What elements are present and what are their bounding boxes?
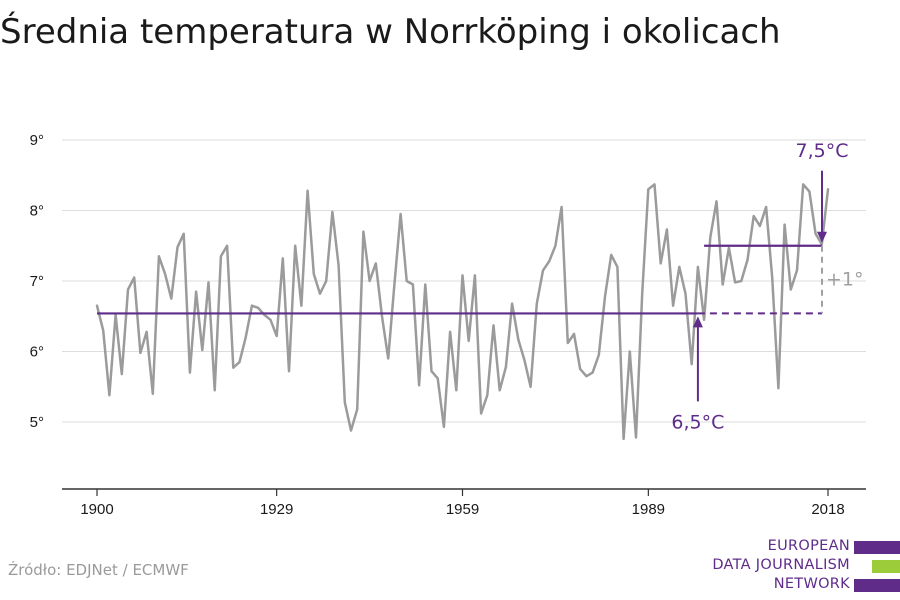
y-tick-label-9: 9° xyxy=(30,132,44,149)
logo-text-line-1: EUROPEAN xyxy=(767,538,850,554)
difference-label: +1° xyxy=(826,269,864,291)
x-tick-label-2018: 2018 xyxy=(811,501,844,518)
logo-bar-1 xyxy=(854,541,900,554)
y-tick-label-8: 8° xyxy=(30,203,44,220)
label-long-term-mean: 6,5°C xyxy=(671,411,724,433)
source-note: Źródło: EDJNet / ECMWF xyxy=(8,561,189,579)
x-tick-label-1959: 1959 xyxy=(446,501,479,518)
y-tick-label-7: 7° xyxy=(30,273,44,290)
logo-bar-2 xyxy=(872,560,900,573)
y-tick-label-6: 6° xyxy=(30,344,44,361)
arrow-recent-head xyxy=(817,231,827,243)
y-axis-tick-labels: 5° 6° 7° 8° 9° xyxy=(30,132,44,431)
edjnet-logo: EUROPEAN DATA JOURNALISM NETWORK xyxy=(700,538,900,596)
logo-bar-3 xyxy=(854,579,900,592)
chart-title: Średnia temperatura w Norrköping i okoli… xyxy=(0,12,781,52)
label-recent-mean: 7,5°C xyxy=(796,140,849,162)
x-tick-label-1900: 1900 xyxy=(80,501,113,518)
arrow-long-term-head xyxy=(692,316,703,328)
series xyxy=(95,183,830,441)
annotations: +1° 6,5°C 7,5°C xyxy=(97,140,864,433)
temperature-line xyxy=(95,183,830,441)
x-tick-label-1989: 1989 xyxy=(632,501,665,518)
x-axis: 1900 1929 1959 1989 2018 xyxy=(62,488,866,518)
x-tick-label-1929: 1929 xyxy=(260,501,293,518)
logo-text-line-2: DATA JOURNALISM xyxy=(712,557,850,573)
y-tick-label-5: 5° xyxy=(30,414,44,431)
logo-text-line-3: NETWORK xyxy=(773,576,850,592)
